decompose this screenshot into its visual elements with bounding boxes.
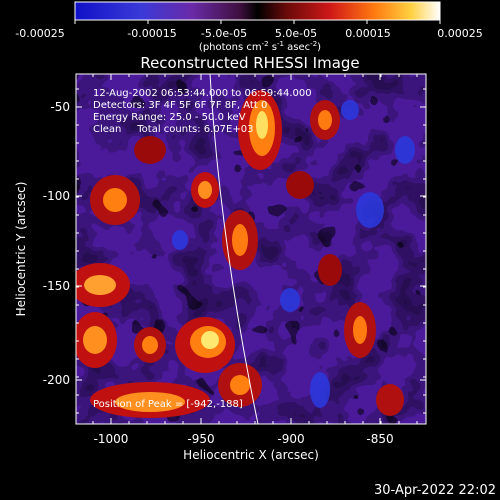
y-axis-label: Heliocentric Y (arcsec) [14, 182, 28, 317]
x-axis-label: Heliocentric X (arcsec) [183, 448, 319, 462]
y-tick-label: -200 [43, 373, 70, 387]
x-tick-label: -850 [366, 432, 393, 446]
render-timestamp: 30-Apr-2022 22:02 [374, 483, 496, 498]
time-range: 12-Aug-2002 06:53:44.000 to 06:59:44.000 [93, 88, 312, 99]
plot-frame [75, 73, 427, 425]
x-tick-label: -1000 [94, 432, 129, 446]
colorbar-tick-label: -0.00025 [15, 27, 64, 40]
y-tick-label: -100 [43, 189, 70, 203]
colorbar-tick-label: -0.00015 [127, 27, 176, 40]
colorbar-tick-label: 0.00025 [437, 27, 483, 40]
x-tick-label: -950 [187, 432, 214, 446]
colorbar-tick-label: 0.00015 [345, 27, 391, 40]
peak-position: Position of Peak = [-942,-188] [93, 399, 243, 410]
colorbar-units: (photons cm-2 s-1 asec-2) [199, 40, 321, 53]
axis-ticks [76, 74, 426, 424]
negative-regions [172, 100, 415, 408]
clean-total-counts: Clean Total counts: 6.07E+03 [93, 124, 253, 135]
solar-limb-line [209, 74, 259, 424]
colorbar-tick-label: -5.0e-05 [201, 27, 247, 40]
emission-regions [76, 90, 404, 418]
detectors: Detectors: 3F 4F 5F 6F 7F 8F, Att 0 [93, 100, 267, 111]
x-tick-labels: -1000 -950 -900 -850 [94, 432, 394, 446]
energy-range: Energy Range: 25.0 - 50.0 keV [93, 112, 246, 123]
info-block: 12-Aug-2002 06:53:44.000 to 06:59:44.000… [93, 88, 312, 135]
plot-title: Reconstructed RHESSI Image [140, 54, 359, 72]
y-tick-label: -50 [50, 100, 70, 114]
colorbar: -0.00025 -0.00015 -5.0e-05 5.0e-05 0.000… [15, 1, 483, 53]
colorbar-gradient [74, 1, 441, 21]
x-tick-label: -900 [277, 432, 304, 446]
y-tick-labels: -50 -100 -150 -200 [43, 100, 70, 387]
y-tick-label: -150 [43, 279, 70, 293]
colorbar-tick-label: 5.0e-05 [275, 27, 317, 40]
rhessi-image [76, 74, 426, 424]
